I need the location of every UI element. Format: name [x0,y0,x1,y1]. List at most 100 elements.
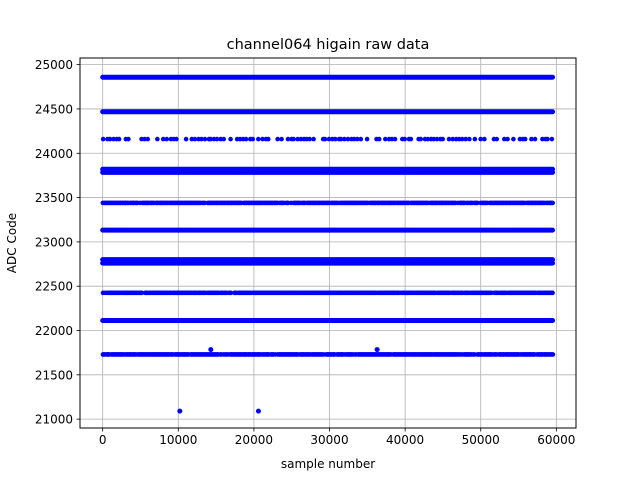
data-point [221,136,227,142]
data-point [505,136,510,142]
data-point [354,136,360,142]
data-point [550,200,555,206]
data-point [183,136,189,142]
data-point [100,136,106,142]
outlier-point [374,347,380,353]
data-point [342,136,347,142]
data-point [376,136,382,142]
data-point [160,136,166,142]
plot-frame [79,57,577,429]
data-point [265,136,271,142]
y-tick-label: 21500 [35,368,73,382]
band-23440 [100,200,555,206]
data-point [478,136,483,142]
data-point [243,136,249,142]
data-point [494,136,500,142]
data-point [383,136,388,142]
data-point [107,136,113,142]
y-tick-label: 24000 [35,147,73,161]
y-axis-ticks: 21000 21500 22000 22500 23000 23500 24000 24500… [35,58,80,427]
data-point [459,136,465,142]
chart-title: channel064 higain raw data [227,37,430,53]
data-point [332,136,338,142]
data-point [418,136,423,142]
data-point [285,136,291,142]
data-point [291,136,296,142]
x-axis-ticks: 0 10000 20000 30000 40000 50000 60000 [99,428,575,447]
data-point [256,136,261,142]
outlier-point [255,408,261,414]
y-tick-label: 24500 [35,102,73,116]
data-point [279,136,284,142]
y-tick-label: 23500 [35,191,73,205]
data-point [174,136,179,142]
data-point [145,136,151,142]
data-point [529,136,534,142]
x-tick-label: 50000 [462,433,500,447]
data-point [116,136,122,142]
data-point [482,136,487,142]
data-point [199,136,204,142]
data-point [408,136,414,142]
data-point [311,136,316,142]
data-point [307,136,312,142]
data-point [326,136,332,142]
data-point [511,136,516,142]
x-tick-label: 10000 [159,433,197,447]
data-point [260,136,265,142]
outlier-point [208,347,214,353]
x-tick-label: 0 [99,433,107,447]
y-tick-label: 23000 [35,235,73,249]
data-points [100,74,556,357]
data-point [402,136,408,142]
y-tick-label: 21000 [35,413,73,427]
x-axis-label: sample number [281,457,375,471]
data-point [434,136,440,142]
y-tick-label: 22000 [35,324,73,338]
data-point [502,136,507,142]
data-point [126,136,131,142]
band-21730 [100,352,556,357]
data-point [155,136,160,142]
data-point [295,136,300,142]
data-point [208,136,213,142]
data-point [389,136,395,142]
data-point [450,136,456,142]
data-point [214,136,220,142]
data-point [364,136,370,142]
data-point [522,136,528,142]
data-point [322,136,328,142]
x-tick-label: 60000 [537,433,575,447]
data-point [425,136,431,142]
data-point [192,136,198,142]
data-point [446,136,452,142]
y-axis-label: ADC Code [5,213,19,273]
x-tick-label: 40000 [386,433,424,447]
data-point [545,136,550,142]
outlier-points [177,347,380,414]
data-point [228,136,233,142]
data-point [275,136,280,142]
data-point [440,136,445,142]
y-tick-label: 25000 [35,58,73,72]
data-point [463,136,468,142]
data-point [250,136,256,142]
data-point [472,136,478,142]
data-point [549,136,555,142]
data-point [139,290,145,296]
outlier-point [177,408,183,414]
data-point [202,136,208,142]
data-point [392,136,398,142]
data-point [550,290,555,296]
data-point [338,136,344,142]
data-point [431,136,437,142]
data-point [164,136,170,142]
data-point [532,136,538,142]
data-point [189,136,195,142]
y-tick-label: 22500 [35,280,73,294]
x-tick-label: 30000 [310,433,348,447]
data-point [358,136,364,142]
data-point [467,136,472,142]
data-point [550,352,556,357]
